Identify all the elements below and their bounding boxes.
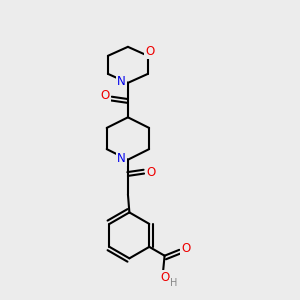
Text: N: N bbox=[117, 152, 126, 165]
Text: O: O bbox=[146, 166, 155, 178]
Text: O: O bbox=[100, 89, 110, 102]
Text: O: O bbox=[145, 45, 154, 58]
Text: O: O bbox=[181, 242, 190, 255]
Text: H: H bbox=[170, 278, 177, 288]
Text: O: O bbox=[160, 271, 170, 284]
Text: N: N bbox=[117, 75, 126, 88]
